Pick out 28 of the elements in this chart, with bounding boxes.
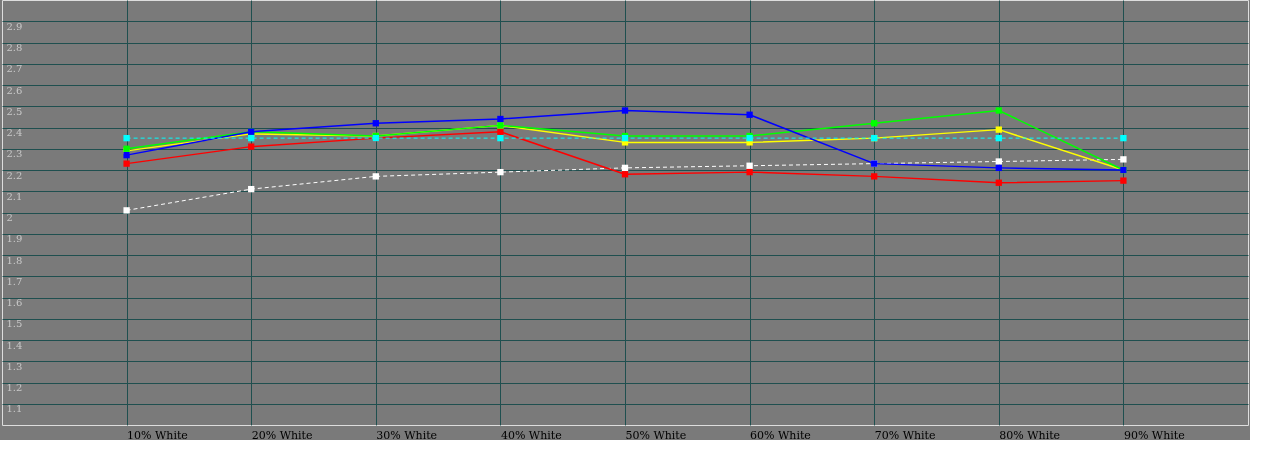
x-tick-label: 30% White bbox=[376, 428, 438, 442]
y-tick-label: 1.5 bbox=[6, 318, 23, 330]
y-tick-label: 1.1 bbox=[6, 403, 23, 415]
x-tick-label: 60% White bbox=[750, 428, 811, 442]
y-tick-label: 2 bbox=[6, 212, 13, 223]
y-tick-label: 2.6 bbox=[6, 84, 23, 96]
y-tick-label: 2.5 bbox=[6, 105, 23, 117]
x-tick-label: 70% White bbox=[874, 428, 936, 442]
x-tick-label: 90% White bbox=[1123, 428, 1185, 442]
x-tick-label: 20% White bbox=[251, 428, 313, 442]
y-tick-label: 1.3 bbox=[6, 360, 23, 372]
y-tick-label: 1.2 bbox=[6, 382, 23, 393]
y-tick-label: 1.4 bbox=[6, 339, 23, 351]
y-tick-label: 2.9 bbox=[6, 20, 23, 32]
y-tick-label: 1.8 bbox=[6, 254, 23, 266]
x-tick-label: 50% White bbox=[625, 428, 687, 442]
x-tick-label: 40% White bbox=[500, 428, 562, 442]
y-tick-label: 2.8 bbox=[6, 42, 23, 53]
y-tick-label: 2.1 bbox=[6, 190, 23, 202]
y-tick-label: 1.6 bbox=[6, 297, 23, 308]
y-tick-label: 2.3 bbox=[6, 148, 23, 160]
y-tick-label: 1.9 bbox=[6, 233, 23, 245]
x-tick-label: 80% White bbox=[999, 428, 1061, 442]
x-tick-label: 10% White bbox=[127, 428, 188, 442]
y-tick-label: 2.2 bbox=[6, 169, 23, 181]
y-tick-label: 1.7 bbox=[6, 275, 23, 287]
y-tick-label: 2.4 bbox=[6, 127, 23, 138]
y-tick-label: 2.7 bbox=[6, 63, 23, 75]
